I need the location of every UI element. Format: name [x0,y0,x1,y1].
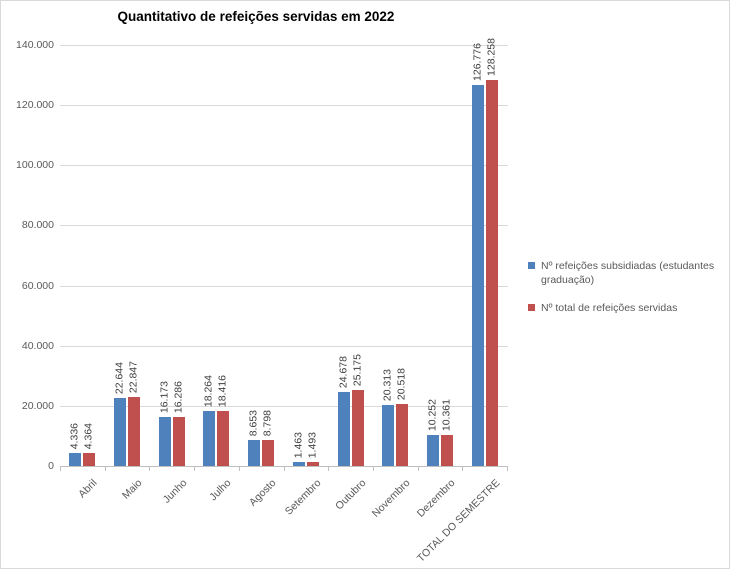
bar-series2 [83,453,95,466]
x-axis-tick [105,467,106,471]
bar-data-label: 20.518 [395,367,408,400]
bar-series1 [427,435,439,466]
bar-series1 [382,405,394,466]
chart-title: Quantitativo de refeições servidas em 20… [117,9,395,24]
bar-data-label: 4.364 [82,422,95,449]
bar-data-label: 24.678 [337,355,350,388]
bar-series2 [128,397,140,466]
bar-data-label: 4.336 [68,422,81,449]
plot-area: 0 20.000 40.000 60.000 80.000 100.000 120.000 1… [16,38,508,565]
bar-data-label: 22.847 [127,360,140,393]
bar-series1 [248,440,260,466]
x-axis-category-label: Dezembro [414,477,458,520]
bar-series1 [114,398,126,466]
gridline [60,346,508,347]
x-axis-tick [284,467,285,471]
x-axis-tick [462,467,463,471]
bar-data-label: 22.644 [113,361,126,394]
bar-series2 [441,435,453,466]
bar-data-label: 20.313 [381,368,394,401]
bar-data-label: 8.798 [261,409,274,436]
bar-data-label: 18.264 [202,374,215,407]
x-axis-category-label: Abril [76,477,100,501]
y-axis-tick-label: 20.000 [21,400,54,412]
y-axis-tick-label: 120.000 [16,99,54,111]
x-axis-category-label: Setembro [282,477,324,518]
bar-data-label: 128.258 [485,38,498,76]
bar-series2 [217,411,229,466]
gridline [60,406,508,407]
legend: Nº refeições subsidiadas (estudantes gra… [528,259,718,330]
legend-item-series1: Nº refeições subsidiadas (estudantes gra… [528,259,718,287]
bar-data-label: 25.175 [351,353,364,386]
bar-series1 [203,411,215,466]
bar-data-label: 10.361 [440,398,453,431]
x-axis-category-label: Agosto [246,477,279,509]
x-axis-tick [60,467,61,471]
bar-series2 [262,440,274,466]
bar-data-label: 16.286 [172,380,185,413]
y-axis-tick-label: 80.000 [21,219,54,231]
bar-series1 [293,462,305,466]
gridline [60,225,508,226]
bar-series2 [396,404,408,466]
y-axis-tick-label: 60.000 [21,280,54,292]
x-axis-category-label: Maio [119,477,145,502]
gridline [60,45,508,46]
bar-series2 [307,462,319,466]
x-axis-tick [507,467,508,471]
legend-label-series2: Nº total de refeições servidas [541,302,678,315]
gridline [60,105,508,106]
y-axis-tick-label: 100.000 [16,159,54,171]
bar-data-label: 10.252 [426,398,439,431]
x-axis-tick [239,467,240,471]
x-axis-tick [328,467,329,471]
bar-series1 [159,417,171,466]
bar-data-label: 16.173 [158,380,171,413]
legend-label-series1: Nº refeições subsidiadas (estudantes gra… [541,260,715,287]
y-axis-tick-label: 140.000 [16,39,54,51]
bar-series1 [69,453,81,466]
x-axis-tick [194,467,195,471]
x-axis-tick [149,467,150,471]
bar-data-label: 8.653 [247,409,260,436]
bar-series2 [486,80,498,466]
y-axis-tick-label: 40.000 [21,340,54,352]
x-axis-category-label: Novembro [369,477,413,520]
bar-data-label: 126.776 [471,43,484,81]
x-axis-category-label: Junho [160,477,190,506]
x-axis-tick [373,467,374,471]
legend-swatch-series2-icon [528,304,535,312]
x-axis-line [60,466,508,467]
x-axis-category-label: Julho [207,477,234,504]
legend-swatch-series1-icon [528,262,535,269]
bar-series1 [338,392,350,466]
y-axis-tick-label: 0 [48,460,54,472]
x-axis-tick [418,467,419,471]
x-axis-category-label: Outubro [333,477,369,513]
x-axis-category-label: TOTAL DO SEMESTRE [414,477,503,565]
bar-data-label: 18.416 [216,374,229,407]
bar-data-label: 1.493 [306,431,319,458]
bar-series1 [472,85,484,466]
bar-series2 [352,390,364,466]
legend-item-series2: Nº total de refeições servidas [528,301,718,315]
bar-data-label: 1.463 [292,431,305,458]
gridline [60,286,508,287]
bar-series2 [173,417,185,466]
gridline [60,165,508,166]
